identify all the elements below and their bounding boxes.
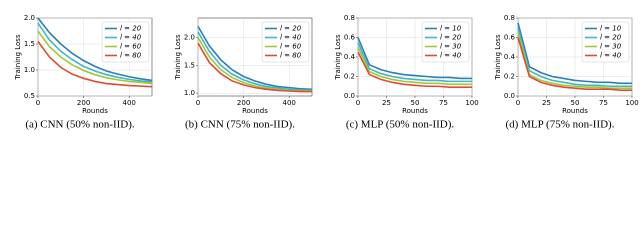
x-tick-label: 0	[516, 99, 520, 107]
y-tick-label: 0.2	[344, 73, 355, 81]
panel: 0.0 0.2 0.4 0.6 0.8 0 25 50 75 100 Rounds Training …	[334, 14, 479, 131]
series-line	[517, 27, 632, 88]
y-tick-label: 0.8	[344, 14, 355, 22]
legend-label: l = 10	[440, 25, 462, 33]
y-tick-label: 1.0	[184, 89, 195, 97]
x-tick-label: 200	[77, 99, 90, 107]
panel: 1.0 1.5 2.0 0 200 400 Rounds Training Loss l = 2…	[174, 17, 313, 131]
legend-label: l = 60	[280, 43, 302, 51]
y-tick-label: 1.5	[184, 61, 195, 69]
caption: (c) MLP (50% non-IID).	[346, 119, 455, 131]
x-tick-label: 400	[283, 99, 296, 107]
x-tick-label: 0	[36, 99, 40, 107]
series-line	[357, 42, 472, 83]
y-tick-label: 1.0	[24, 66, 35, 74]
y-tick-label: 0.8	[504, 14, 515, 22]
legend-label: l = 30	[440, 43, 462, 51]
panel: 0.5 1.0 1.5 2.0 0 200 400 Rounds Training Loss l …	[14, 14, 153, 131]
x-tick-label: 200	[237, 99, 250, 107]
y-tick-label: 2.0	[24, 14, 35, 22]
y-axis-label: Training Loss	[14, 34, 22, 81]
x-tick-label: 25	[382, 99, 391, 107]
legend-label: l = 40	[120, 34, 142, 42]
legend-label: l = 20	[440, 34, 462, 42]
y-axis-label: Training Loss	[174, 34, 182, 81]
x-tick-label: 0	[196, 99, 200, 107]
series-line	[357, 46, 472, 86]
x-axis-label: Rounds	[242, 107, 268, 115]
legend-label: l = 80	[120, 52, 142, 60]
y-axis-label: Training Loss	[334, 34, 342, 81]
legend-label: l = 40	[280, 34, 302, 42]
caption: (b) CNN (75% non-IID).	[185, 119, 295, 131]
y-tick-label: 0.0	[504, 92, 515, 100]
series-line	[357, 51, 472, 89]
legend-box	[421, 21, 470, 63]
legend-label: l = 80	[280, 52, 302, 60]
legend-label: l = 30	[600, 43, 622, 51]
y-tick-label: 0.6	[504, 34, 516, 42]
y-axis-label: Training Loss	[494, 34, 502, 81]
legend-box	[581, 21, 630, 63]
y-tick-label: 0.0	[344, 92, 355, 100]
x-tick-label: 50	[411, 99, 420, 107]
series-line	[37, 30, 153, 85]
series-line	[517, 32, 632, 89]
legend-box	[261, 21, 310, 63]
series-line	[37, 40, 153, 88]
x-tick-label: 75	[439, 99, 448, 107]
legend-label: l = 60	[120, 43, 142, 51]
x-tick-label: 75	[599, 99, 608, 107]
panel: 0.0 0.2 0.4 0.6 0.8 0 25 50 75 100 Rounds Training …	[494, 14, 639, 131]
series-line	[517, 37, 632, 91]
x-tick-label: 400	[123, 99, 136, 107]
legend-label: l = 40	[440, 52, 462, 60]
x-axis-label: Rounds	[402, 107, 428, 115]
series-line	[37, 22, 153, 83]
y-tick-label: 1.5	[24, 40, 35, 48]
legend-label: l = 20	[280, 25, 302, 33]
y-tick-label: 0.4	[504, 53, 516, 61]
x-tick-label: 50	[571, 99, 580, 107]
legend-label: l = 20	[600, 34, 622, 42]
legend-box	[101, 21, 150, 63]
caption: (a) CNN (50% non-IID).	[25, 119, 135, 131]
x-tick-label: 0	[356, 99, 360, 107]
y-tick-label: 0.2	[504, 73, 515, 81]
series-line	[517, 22, 632, 85]
series-line	[37, 17, 153, 82]
x-tick-label: 100	[465, 99, 478, 107]
y-tick-label: 0.6	[344, 34, 356, 42]
y-tick-label: 0.5	[24, 92, 35, 100]
legend-label: l = 10	[600, 25, 622, 33]
figure: 0.5 1.0 1.5 2.0 0 200 400 Rounds Training Loss l …	[14, 14, 639, 131]
x-axis-label: Rounds	[562, 107, 588, 115]
x-tick-label: 25	[542, 99, 551, 107]
series-line	[197, 42, 312, 93]
legend-label: l = 20	[120, 25, 142, 33]
x-tick-label: 100	[625, 99, 638, 107]
legend-label: l = 40	[600, 52, 622, 60]
y-tick-label: 0.4	[344, 53, 356, 61]
series-line	[197, 31, 313, 92]
series-line	[357, 37, 472, 80]
x-axis-label: Rounds	[82, 107, 108, 115]
series-line	[197, 25, 313, 91]
y-tick-label: 2.0	[184, 34, 195, 42]
caption: (d) MLP (75% non-IID).	[506, 119, 615, 131]
